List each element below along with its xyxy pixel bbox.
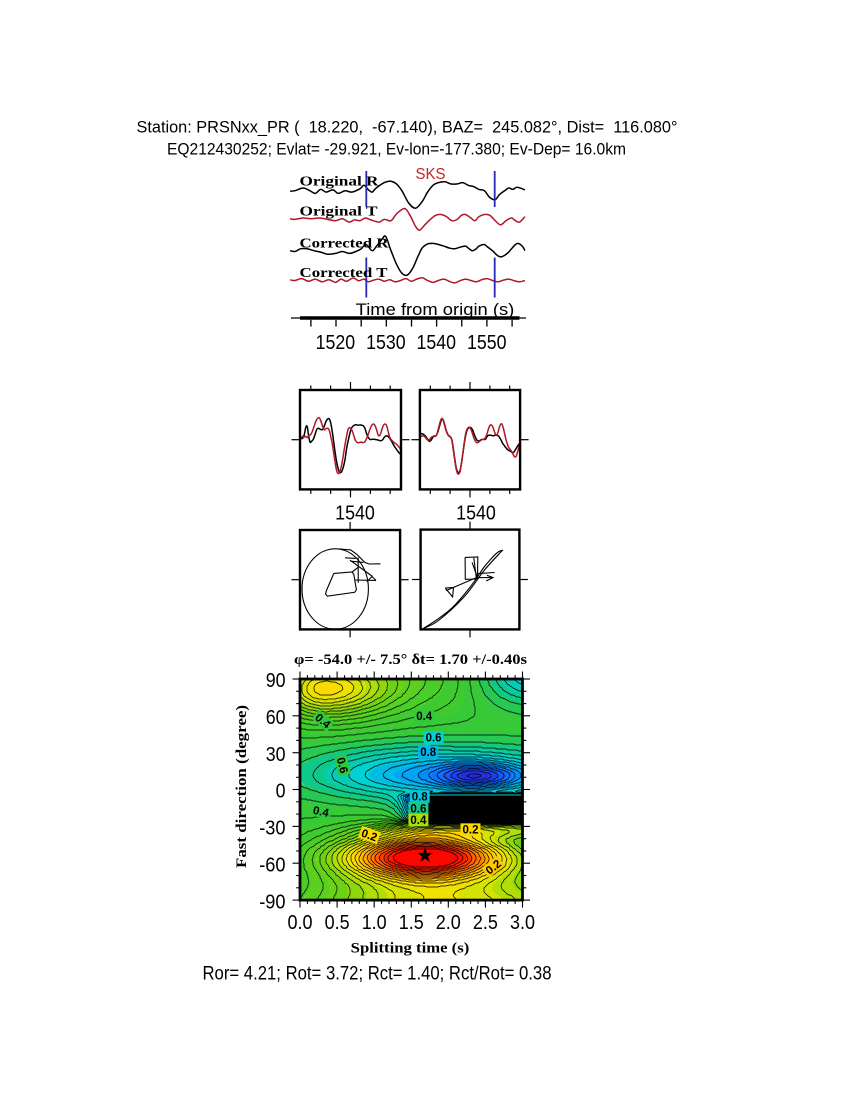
svg-text:Ror= 4.21; Rot= 3.72; Rct= 1.4: Ror= 4.21; Rot= 3.72; Rct= 1.40; Rct/Rot… bbox=[203, 963, 552, 984]
svg-text:0.8: 0.8 bbox=[412, 792, 429, 804]
svg-text:Original T: Original T bbox=[300, 205, 379, 220]
svg-text:-30: -30 bbox=[259, 818, 285, 840]
svg-text:-90: -90 bbox=[259, 891, 285, 913]
svg-text:Fast direction (degree): Fast direction (degree) bbox=[234, 705, 250, 868]
svg-text:Corrected T: Corrected T bbox=[300, 266, 389, 281]
svg-text:1530: 1530 bbox=[366, 332, 406, 354]
svg-text:1550: 1550 bbox=[467, 332, 507, 354]
svg-text:φ= -54.0 +/- 7.5° δt= 1.70 +/-: φ= -54.0 +/- 7.5° δt= 1.70 +/-0.40s bbox=[294, 652, 527, 668]
svg-text:90: 90 bbox=[266, 670, 286, 692]
svg-text:Corrected R: Corrected R bbox=[300, 237, 390, 252]
svg-text:0.5: 0.5 bbox=[325, 912, 350, 934]
svg-text:0: 0 bbox=[276, 781, 286, 803]
svg-text:Splitting time (s): Splitting time (s) bbox=[351, 941, 470, 957]
svg-text:60: 60 bbox=[266, 707, 286, 729]
svg-text:2.5: 2.5 bbox=[473, 912, 498, 934]
svg-text:1540: 1540 bbox=[456, 503, 496, 525]
svg-text:1520: 1520 bbox=[316, 332, 356, 354]
svg-text:0.0: 0.0 bbox=[288, 912, 313, 934]
svg-text:Original R: Original R bbox=[300, 175, 380, 190]
svg-text:0.2: 0.2 bbox=[359, 828, 378, 845]
svg-text:0.6: 0.6 bbox=[334, 756, 350, 775]
svg-text:0.6: 0.6 bbox=[410, 804, 426, 816]
svg-text:3.0: 3.0 bbox=[510, 912, 535, 934]
svg-text:0.6: 0.6 bbox=[426, 732, 442, 744]
svg-text:EQ212430252; Evlat= -29.921, E: EQ212430252; Evlat= -29.921, Ev-lon=-177… bbox=[167, 139, 626, 158]
svg-text:Time from origin (s): Time from origin (s) bbox=[356, 300, 515, 319]
svg-text:0.8: 0.8 bbox=[420, 747, 437, 759]
svg-text:0.4: 0.4 bbox=[416, 711, 433, 723]
svg-text:Station: PRSNxx_PR ( 18.220,: Station: PRSNxx_PR ( 18.220, -67.140), B… bbox=[137, 118, 678, 137]
svg-text:30: 30 bbox=[266, 744, 286, 766]
svg-text:1540: 1540 bbox=[417, 332, 457, 354]
svg-text:1540: 1540 bbox=[335, 503, 375, 525]
svg-text:1.0: 1.0 bbox=[362, 912, 387, 934]
svg-text:SKS: SKS bbox=[416, 166, 446, 183]
svg-text:-60: -60 bbox=[259, 854, 285, 876]
svg-text:0.4: 0.4 bbox=[312, 805, 331, 820]
svg-text:0.2: 0.2 bbox=[463, 825, 479, 837]
svg-text:1.5: 1.5 bbox=[399, 912, 424, 934]
svg-text:0.4: 0.4 bbox=[410, 815, 427, 827]
svg-text:2.0: 2.0 bbox=[436, 912, 461, 934]
